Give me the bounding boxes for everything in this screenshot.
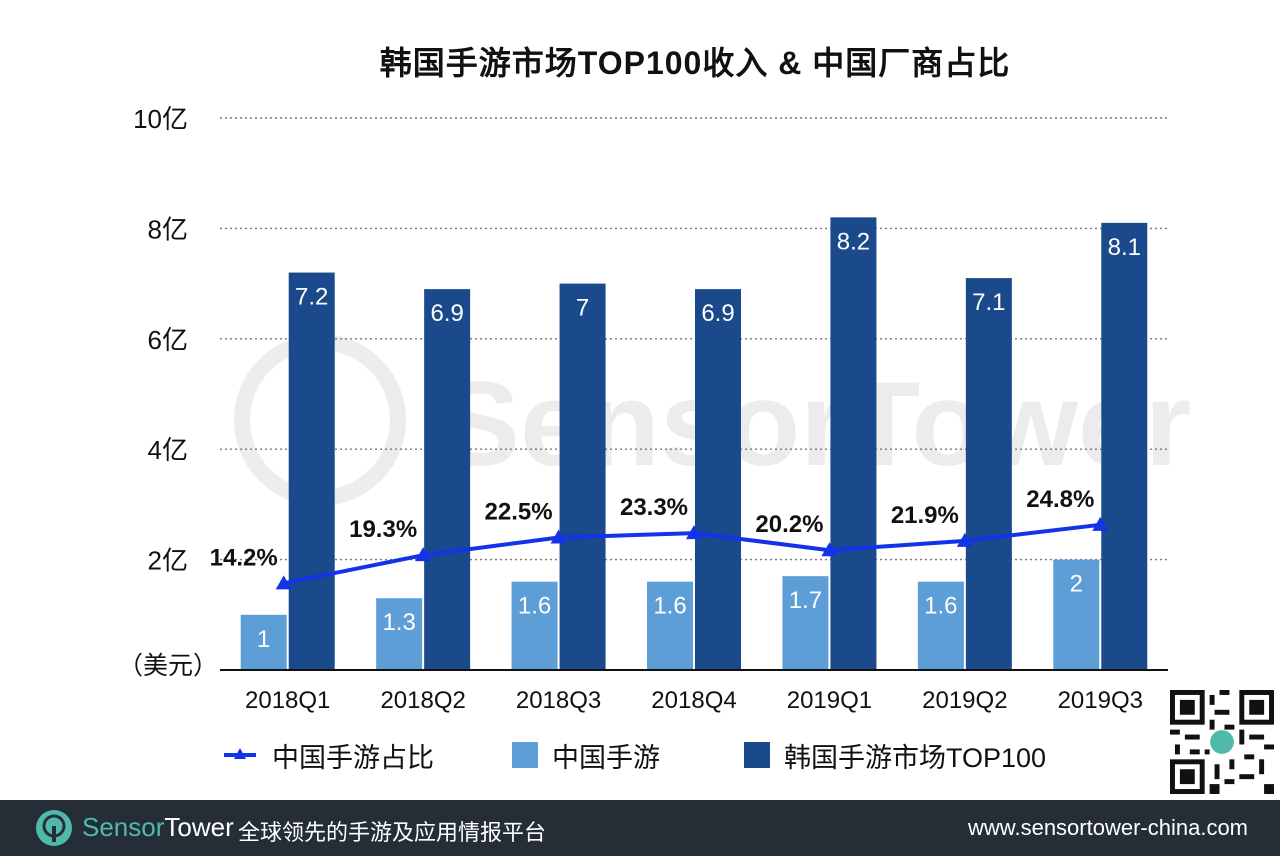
bar-label-china: 1.6 — [653, 593, 686, 620]
y-axis-unit-label: （美元） — [118, 652, 218, 680]
bar-label-china: 1.6 — [518, 593, 551, 620]
bar-china — [240, 614, 287, 670]
bar-korea — [424, 289, 471, 670]
bar-label-korea: 7.2 — [295, 284, 328, 311]
legend-line-marker-icon — [224, 748, 256, 759]
share-point — [1092, 516, 1109, 531]
legend-label-china: 中国手游 — [552, 742, 660, 773]
x-tick-label: 2019Q3 — [1058, 687, 1143, 714]
bar-korea — [559, 283, 606, 670]
footer-tagline: 全球领先的手游及应用情报平台 — [238, 820, 547, 845]
share-point — [821, 542, 838, 557]
share-point — [686, 525, 702, 540]
watermark-text: SensorTower — [440, 357, 1191, 491]
legend-item-share: 中国手游占比 — [222, 738, 434, 773]
chart-title: 韩国手游市场TOP100收入 & 中国厂商占比 — [379, 45, 1011, 81]
bar-label-china: 1.7 — [789, 587, 822, 614]
bar-china — [647, 581, 693, 670]
bar-label-korea: 8.2 — [837, 228, 870, 255]
bar-label-korea: 6.9 — [430, 300, 463, 327]
share-point — [956, 532, 973, 547]
y-tick-label: 2亿 — [148, 546, 188, 576]
share-label: 14.2% — [210, 544, 278, 571]
legend-item-korea: 韩国手游市场TOP100 — [744, 738, 1047, 773]
bar-label-korea: 6.9 — [701, 300, 734, 327]
footer-bar: SensorTower 全球领先的手游及应用情报平台 www.sensortow… — [0, 800, 1280, 856]
bar-label-china: 2 — [1070, 571, 1083, 598]
x-tick-label: 2018Q2 — [380, 687, 465, 714]
bar-korea — [695, 289, 741, 670]
bar-china — [1053, 559, 1100, 670]
share-point — [275, 575, 292, 590]
bar-label-china: 1.3 — [382, 609, 415, 636]
y-tick-label: 4亿 — [148, 435, 188, 465]
brand-sensor: Sensor — [82, 812, 165, 842]
share-point — [415, 547, 432, 562]
bar-label-korea: 8.1 — [1108, 234, 1141, 261]
share-point — [550, 529, 567, 544]
bar-korea — [830, 217, 877, 671]
bar-label-china: 1 — [257, 626, 270, 653]
bar-china — [917, 581, 964, 670]
footer-brand: SensorTower — [82, 812, 234, 843]
x-tick-label: 2018Q1 — [245, 687, 330, 714]
bar-china — [782, 576, 829, 670]
share-label: 20.2% — [755, 511, 823, 538]
bar-korea — [965, 278, 1012, 670]
bar-china — [376, 598, 423, 670]
x-tick-label: 2018Q3 — [516, 687, 601, 714]
bar-korea — [1101, 222, 1148, 670]
chart-area: SensorTower 2亿 4亿 6亿 8亿 10亿 （美元） 1 7.2 2018Q1 1.3 6… — [118, 45, 1274, 794]
legend-label-korea: 韩国手游市场TOP100 — [784, 742, 1047, 773]
share-label: 21.9% — [891, 502, 959, 529]
y-tick-label: 10亿 — [133, 104, 188, 134]
legend-swatch-china-icon — [512, 742, 538, 768]
qr-code-icon — [1170, 690, 1274, 794]
x-tick-label: 2019Q1 — [787, 687, 872, 714]
sensortower-logo-icon — [36, 810, 72, 846]
y-tick-label: 8亿 — [148, 214, 188, 244]
share-label: 22.5% — [485, 499, 553, 526]
chart-svg: SensorTower 2亿 4亿 6亿 8亿 10亿 （美元） 1 7.2 2018Q1 1.3 6… — [118, 104, 1191, 714]
bar-label-korea: 7 — [576, 295, 589, 322]
legend-label-share: 中国手游占比 — [272, 742, 434, 773]
x-tick-label: 2018Q4 — [651, 687, 736, 714]
share-label: 24.8% — [1026, 486, 1094, 513]
share-label: 19.3% — [349, 516, 417, 543]
legend-swatch-korea-icon — [744, 742, 770, 768]
legend-item-china: 中国手游 — [512, 738, 660, 773]
footer-url: www.sensortower-china.com — [968, 815, 1248, 840]
brand-tower: Tower — [164, 812, 234, 842]
bar-china — [511, 581, 558, 670]
bar-label-china: 1.6 — [924, 593, 957, 620]
x-tick-label: 2019Q2 — [922, 687, 1007, 714]
bar-korea — [288, 272, 335, 670]
y-tick-label: 6亿 — [148, 325, 188, 355]
bar-label-korea: 7.1 — [972, 289, 1005, 316]
share-label: 23.3% — [620, 494, 688, 521]
